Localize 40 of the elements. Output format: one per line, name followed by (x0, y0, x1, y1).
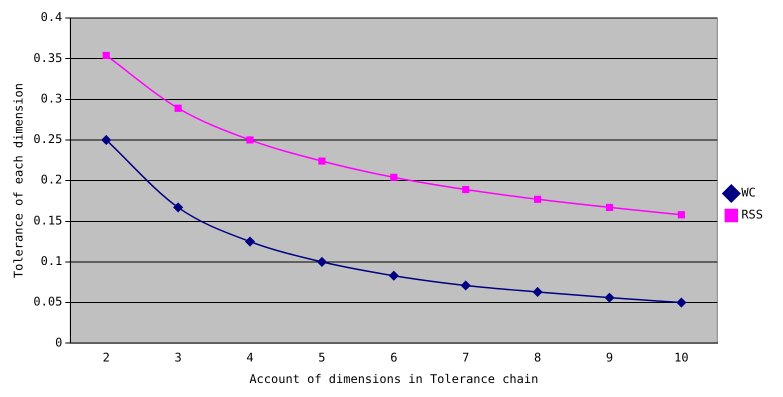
y-axis-title: Tolerance of each dimension (11, 83, 26, 278)
legend-label: RSS (741, 208, 764, 222)
point (676, 298, 686, 308)
x-tick-label: 10 (674, 350, 689, 365)
y-tick-label: 0.1 (40, 254, 62, 268)
y-tick-label: 0.05 (33, 294, 62, 309)
point (389, 270, 399, 280)
point (245, 236, 255, 246)
point (174, 104, 182, 112)
point (532, 287, 542, 297)
x-tick-label: 2 (102, 350, 110, 365)
point (462, 186, 470, 194)
y-tick-label: 0.15 (33, 213, 62, 228)
y-tick-label: 0.4 (40, 10, 62, 24)
x-tick-label: 4 (246, 350, 254, 365)
point (318, 158, 326, 165)
x-tick-label: 6 (390, 350, 398, 365)
x-tick-label: 3 (174, 350, 182, 365)
y-tick-label: 0 (55, 335, 62, 350)
y-tick-label: 0.35 (33, 50, 62, 65)
point (317, 257, 327, 267)
x-tick-label: 9 (606, 350, 614, 365)
x-tick-label: 7 (462, 350, 470, 365)
x-tick-label: 8 (534, 350, 542, 365)
point (390, 174, 398, 181)
point (606, 204, 614, 212)
x-tick-label: 5 (318, 350, 326, 365)
y-tick-label: 0.2 (40, 172, 62, 187)
point (173, 202, 183, 212)
point (246, 136, 254, 144)
legend-label: WC (741, 186, 756, 200)
y-tick-label: 0.25 (33, 132, 62, 146)
x-axis-title: Account of dimensions in Tolerance chain (249, 372, 538, 386)
y-tick-label: 0.3 (40, 91, 62, 106)
point (678, 211, 685, 218)
point (102, 52, 110, 59)
point (604, 292, 614, 302)
point (534, 196, 542, 203)
point (460, 280, 470, 290)
point (101, 135, 111, 145)
